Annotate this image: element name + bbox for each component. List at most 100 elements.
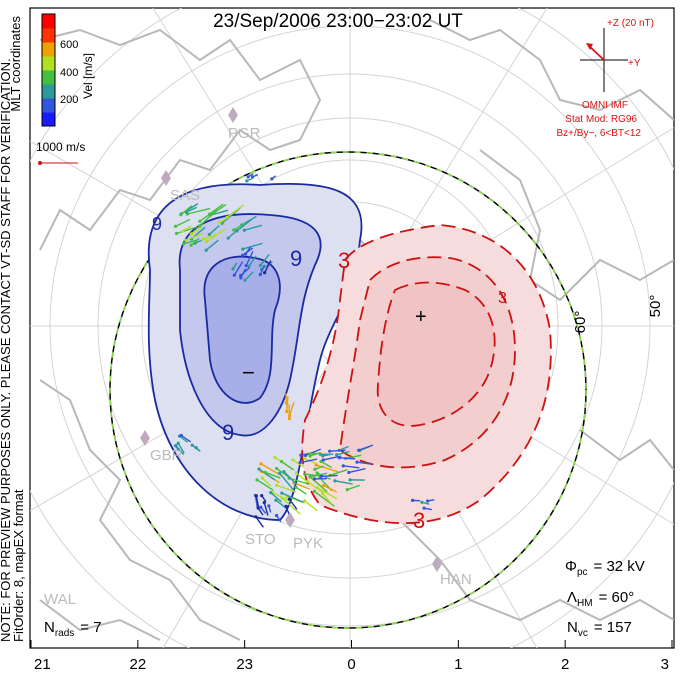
velocity-vector-origin xyxy=(226,236,230,240)
velocity-vector-origin xyxy=(247,264,251,268)
velocity-vector xyxy=(292,459,305,468)
station-label-pyk: PYK xyxy=(293,535,323,552)
velocity-vector xyxy=(279,472,296,492)
velocity-vector-origin xyxy=(241,247,245,251)
velocity-vector xyxy=(348,468,366,474)
velocity-vector xyxy=(306,480,325,494)
velocity-vector-origin xyxy=(273,455,277,460)
velocity-vector-origin xyxy=(263,271,267,275)
velocity-vector-origin xyxy=(258,273,262,277)
velocity-vector xyxy=(255,516,264,528)
velocity-vector-origin xyxy=(294,485,298,489)
stat-phi-pc: Φpc = 32 kV xyxy=(565,558,645,578)
velocity-vector-origin xyxy=(200,237,205,242)
velocity-vector-origin xyxy=(321,454,325,458)
reference-vector-dot xyxy=(38,161,42,165)
velocity-vector xyxy=(183,239,198,245)
velocity-vector xyxy=(289,402,295,416)
velocity-vector-origin xyxy=(282,469,286,474)
velocity-vector-origin xyxy=(303,472,307,476)
velocity-vector xyxy=(323,484,338,493)
station-label-han: HAN xyxy=(440,571,472,588)
velocity-vector-origin xyxy=(198,224,202,228)
velocity-vector-origin xyxy=(270,177,274,181)
velocity-vector-origin xyxy=(321,491,325,496)
mlt-tick-label: 21 xyxy=(34,656,51,673)
velocity-vector xyxy=(190,226,202,235)
station-label-sto: STO xyxy=(245,531,276,548)
station-label-pgr: PGR xyxy=(228,125,261,142)
velocity-vector-origin xyxy=(284,504,288,508)
velocity-vector xyxy=(295,486,307,495)
imf-y-label: +Y xyxy=(628,58,641,69)
velocity-vector xyxy=(265,471,281,479)
velocity-vector xyxy=(227,228,239,239)
velocity-vector xyxy=(177,442,185,454)
velocity-vector-origin xyxy=(357,448,361,452)
velocity-vector xyxy=(317,487,338,500)
velocity-vector xyxy=(180,205,193,216)
velocity-vector-origin xyxy=(263,470,267,474)
velocity-vector-origin xyxy=(420,500,424,504)
imf-condition: Bz+/By−, 6<BT<12 xyxy=(557,128,642,139)
velocity-vector xyxy=(202,233,216,241)
stat-lambda-hm: ΛHM = 60° xyxy=(567,589,634,609)
velocity-vector xyxy=(276,484,297,493)
station-markers xyxy=(140,107,442,572)
velocity-vector-origin xyxy=(254,494,259,498)
station-label-gbr: GBR xyxy=(150,447,183,464)
velocity-vector xyxy=(242,242,263,250)
velocity-vector-origin xyxy=(207,232,211,237)
velocity-vector-origin xyxy=(288,413,292,418)
velocity-vector-origin xyxy=(189,243,193,247)
velocity-vector-origin xyxy=(291,458,295,462)
velocity-vector xyxy=(180,434,192,443)
negative-potential-cell xyxy=(147,182,363,521)
potential-maximum-marker: + xyxy=(415,306,427,328)
velocity-vector-origin xyxy=(313,467,317,471)
velocity-vector-origin xyxy=(254,515,258,519)
velocity-vector xyxy=(208,224,220,235)
velocity-vector-origin xyxy=(243,252,248,256)
velocity-vector-origin xyxy=(267,504,271,508)
velocity-vector xyxy=(270,492,282,503)
velocity-vector-origin xyxy=(319,474,323,478)
velocity-vector-origin xyxy=(308,475,313,479)
mlt-axis: 21 22 23 0 1 2 3 xyxy=(30,640,673,673)
velocity-vector-origin xyxy=(250,175,255,179)
velocity-vector-origin xyxy=(337,456,341,460)
velocity-vector-origin xyxy=(328,449,332,453)
station-label-sas: SAS xyxy=(170,187,200,204)
velocity-vector-origin xyxy=(275,483,279,487)
velocity-vector-origin xyxy=(243,278,247,282)
preview-note: NOTE: FOR PREVIEW PURPOSES ONLY. PLEASE … xyxy=(0,58,13,642)
velocity-vector-origin xyxy=(274,498,278,502)
velocity-vector-origin xyxy=(285,409,289,414)
velocity-vector-origin xyxy=(174,443,178,448)
colorbar-tick-600: 600 xyxy=(60,39,78,51)
station-label-wal: WAL xyxy=(44,591,76,608)
velocity-vector-origin xyxy=(259,462,263,466)
imf-model: Stat Mod: RG96 xyxy=(565,114,637,125)
velocity-vector xyxy=(233,261,244,276)
imf-dial xyxy=(580,28,628,92)
velocity-vector xyxy=(245,251,254,266)
velocity-vector xyxy=(321,474,338,478)
colorbar-segment xyxy=(42,28,55,43)
velocity-vector xyxy=(255,495,260,508)
velocity-vector-origin xyxy=(422,506,426,510)
colorbar-segment xyxy=(42,70,55,85)
velocity-vector-origin xyxy=(259,505,263,509)
velocity-vector xyxy=(219,216,230,224)
velocity-vector-origin xyxy=(182,242,186,246)
velocity-vector-origin xyxy=(321,483,326,488)
velocity-vector-origin xyxy=(242,228,246,232)
velocity-vector-origin xyxy=(246,175,250,179)
velocity-vectors xyxy=(173,172,435,528)
mlt-tick-label: 1 xyxy=(454,656,462,673)
velocity-vector-origin xyxy=(258,263,263,268)
svg-text:ΛHM= 60°: ΛHM = 60° xyxy=(567,589,634,609)
velocity-vector-origin xyxy=(174,231,179,236)
velocity-vector xyxy=(320,460,333,469)
